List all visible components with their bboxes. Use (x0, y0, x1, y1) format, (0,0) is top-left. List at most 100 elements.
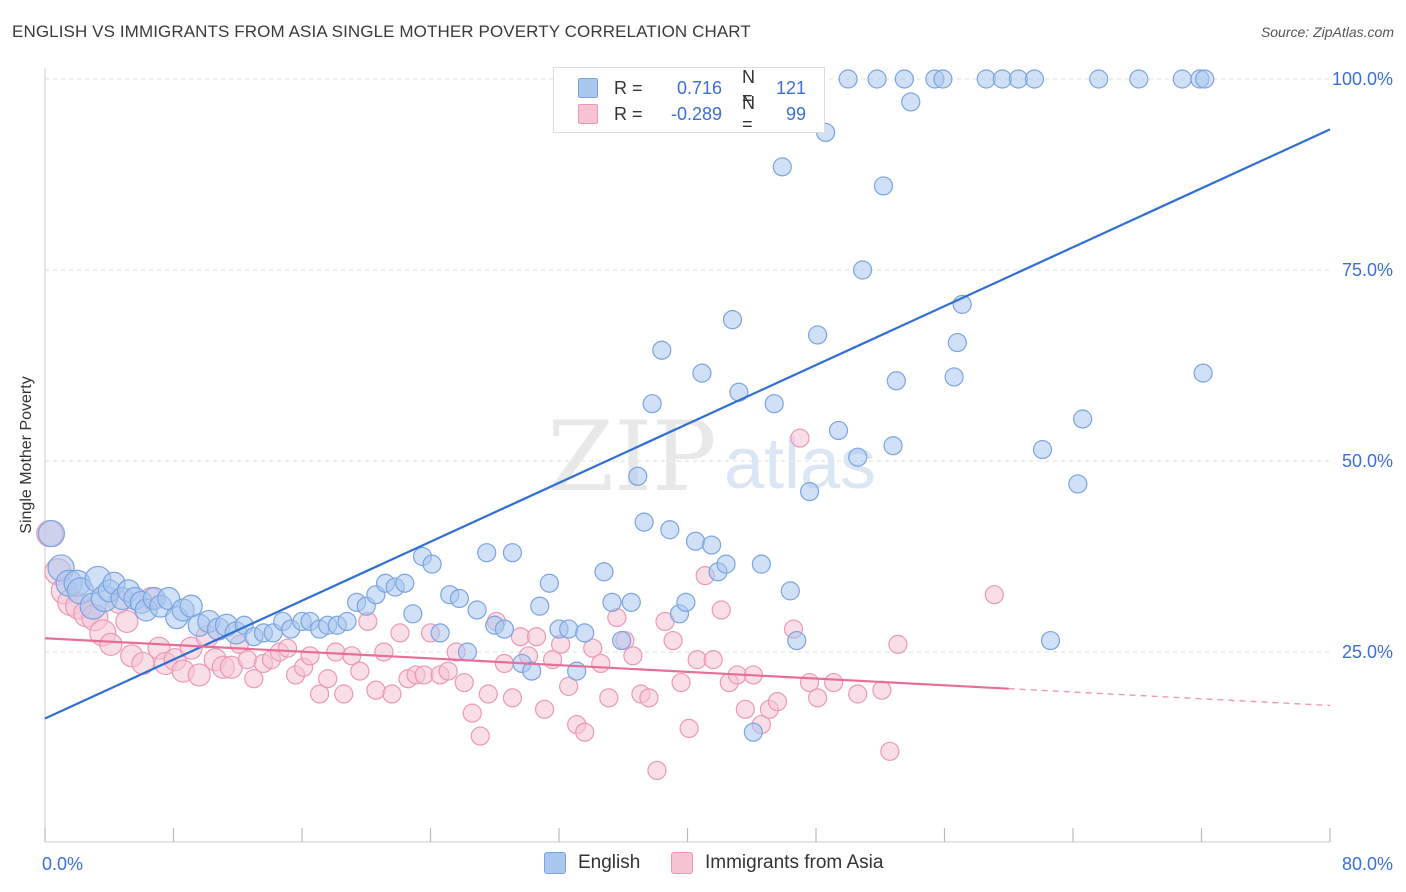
english-point (764, 394, 784, 414)
english-point (992, 69, 1012, 89)
english-point (799, 481, 820, 502)
asia-point (99, 632, 123, 656)
r-label: R = (614, 77, 643, 98)
english-point (449, 588, 470, 609)
asia-point (703, 650, 723, 670)
english-point (522, 661, 542, 681)
asia-point (326, 642, 346, 662)
english-point (530, 596, 550, 616)
asia-point (647, 760, 667, 781)
asia-trend-extension (1008, 687, 1331, 707)
english-point (612, 630, 632, 651)
asia-point (478, 684, 498, 704)
english-swatch (578, 78, 598, 98)
english-trend-line (44, 128, 1331, 720)
english-point (621, 592, 641, 612)
asia-point (510, 627, 531, 647)
english-point (787, 630, 807, 651)
legend-item-english[interactable]: English (544, 852, 640, 874)
english-point (539, 573, 559, 593)
asia-point (679, 718, 699, 739)
asia-point (454, 672, 474, 693)
grid (45, 78, 1330, 653)
english-point (780, 581, 800, 601)
r-label: R = (614, 103, 643, 124)
asia-point (888, 634, 908, 654)
n-label: N = (742, 93, 755, 134)
english-point (395, 573, 415, 593)
english-point (634, 512, 654, 532)
series-english (37, 69, 1215, 742)
english-point (1068, 474, 1088, 494)
english-point (430, 623, 450, 643)
english-point (722, 310, 743, 330)
legend-item-asia[interactable]: Immigrants from Asia (671, 852, 883, 874)
asia-point (790, 428, 810, 448)
asia-point (526, 627, 547, 647)
asia-point (559, 676, 579, 696)
n-value: 121 (775, 77, 806, 98)
english-point (337, 611, 357, 632)
legend-label-english: English (578, 852, 641, 873)
english-swatch (544, 852, 566, 874)
english-point (751, 554, 771, 574)
english-point (873, 176, 894, 196)
asia-point (824, 672, 844, 693)
english-point (1008, 69, 1028, 89)
english-point (559, 619, 579, 639)
y-tick-label: 75.0% (1342, 260, 1393, 280)
asia-point (591, 653, 611, 674)
english-point (652, 340, 672, 360)
english-point (467, 600, 487, 620)
series-legend: English Immigrants from Asia (0, 852, 1406, 878)
asia-point (534, 699, 555, 719)
english-point (602, 592, 622, 612)
n-label: N = (742, 67, 755, 108)
english-point (933, 69, 953, 89)
x-tick-label: 0.0% (42, 854, 83, 874)
english-point (944, 367, 964, 387)
asia-point (277, 638, 298, 658)
y-tick-label: 25.0% (1342, 642, 1393, 662)
asia-point (334, 684, 354, 704)
english-point (660, 520, 680, 540)
asia-point (350, 661, 370, 681)
english-point (1032, 439, 1053, 460)
asia-point (414, 665, 434, 685)
english-point (403, 604, 423, 624)
english-point (701, 535, 722, 555)
english-point (867, 69, 887, 89)
chart-title: ENGLISH VS IMMIGRANTS FROM ASIA SINGLE M… (12, 22, 751, 41)
trend-lines (44, 128, 1331, 720)
english-point (1089, 69, 1109, 89)
english-point (642, 394, 662, 414)
asia-point (808, 688, 828, 708)
english-point (743, 722, 763, 742)
asia-point (390, 623, 410, 643)
english-point (848, 447, 868, 467)
n-value: 99 (785, 103, 806, 124)
english-point (692, 363, 712, 383)
english-point (37, 519, 66, 548)
legend-row-english: R = 0.716 N = 121 (578, 67, 806, 108)
asia-point (244, 669, 264, 689)
english-point (1172, 69, 1192, 89)
english-point (828, 420, 849, 441)
english-point (457, 642, 478, 662)
english-point (1040, 630, 1061, 651)
asia-point (438, 661, 458, 681)
asia-point (984, 585, 1004, 605)
asia-point (366, 680, 386, 700)
asia-point (599, 688, 619, 708)
english-point (1024, 69, 1045, 89)
asia-point (187, 663, 211, 687)
asia-point (848, 684, 868, 704)
asia-swatch (578, 104, 598, 124)
asia-point (237, 650, 257, 670)
asia-point (470, 726, 490, 746)
asia-point (767, 692, 788, 712)
source-credit: Source: ZipAtlas.com (1260, 24, 1394, 40)
english-point (894, 69, 914, 89)
asia-point (310, 684, 330, 704)
